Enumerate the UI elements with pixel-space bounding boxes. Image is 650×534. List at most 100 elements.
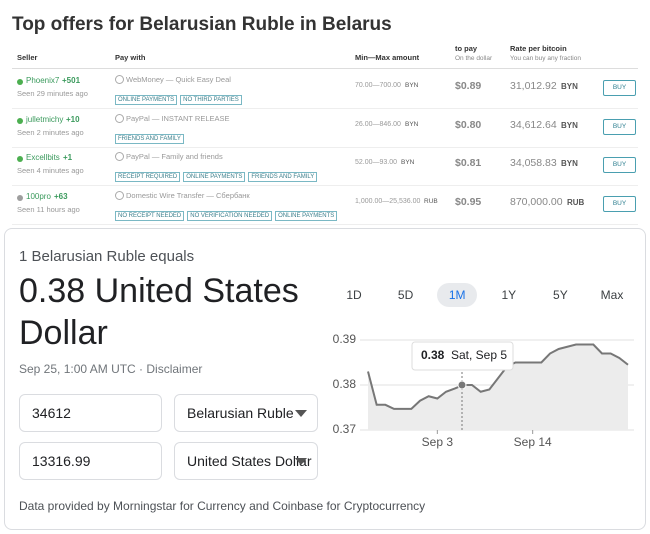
tag: FRIENDS AND FAMILY <box>248 172 318 182</box>
rate-currency: RUB <box>567 197 585 207</box>
payment-method: PayPal — INSTANT RELEASE <box>126 113 230 123</box>
currency-from-select[interactable]: Belarusian Ruble <box>174 394 318 432</box>
tag: NO VERIFICATION NEEDED <box>187 210 273 221</box>
area <box>368 344 628 430</box>
row-line <box>12 185 638 186</box>
header-line <box>12 68 638 69</box>
method-icon <box>115 152 124 161</box>
status-dot <box>17 79 23 85</box>
row-line <box>12 146 638 148</box>
range-button[interactable]: 5D <box>397 288 414 302</box>
tags: RECEIPT REQUIRED ONLINE PAYMENTS FRIENDS A… <box>115 165 320 183</box>
col-to-pay: to pay <box>455 44 478 53</box>
seller-score: +63 <box>54 191 68 201</box>
limits: 1,000.00—25,536.00 <box>355 197 421 205</box>
tags: ONLINE PAYMENTS NO THIRD PARTIES <box>115 88 245 106</box>
method-icon <box>115 113 124 123</box>
seller[interactable]: julletmichy <box>26 114 64 124</box>
y-tick-label: 0.37 <box>333 422 357 436</box>
tag: ONLINE PAYMENTS <box>275 210 338 221</box>
limits: 26.00—846.00 <box>355 120 401 128</box>
tags: NO RECEIPT NEEDED NO VERIFICATION NEEDED O… <box>115 204 340 222</box>
rate: 34,612.64 <box>510 118 557 131</box>
y-tick-label: 0.39 <box>333 332 357 346</box>
rate: 870,000.00 <box>510 195 563 208</box>
range-button[interactable]: 5Y <box>553 288 568 302</box>
limits-currency: BYN <box>401 159 415 166</box>
method-icon <box>115 75 124 84</box>
limits-currency: RUB <box>424 197 438 205</box>
seller-score: +1 <box>63 153 73 162</box>
rate-currency: BYN <box>561 159 578 168</box>
limits: 52.00—93.00 <box>355 159 398 166</box>
row-line <box>12 108 638 109</box>
offers-title: Top offers for Belarusian Ruble in Belar… <box>12 14 392 35</box>
amount-from-input[interactable]: 34612 <box>19 394 162 432</box>
to-pay: $0.89 <box>455 80 482 92</box>
rate-currency: BYN <box>561 120 578 130</box>
tooltip-label: Sat, Sep 5 <box>451 348 507 362</box>
converter-heading: 1 Belarusian Ruble equals <box>19 248 195 265</box>
seller-score: +501 <box>62 76 81 85</box>
rate: 31,012.92 <box>510 80 557 92</box>
footer: Data provided by Morningstar for Currenc… <box>19 499 426 513</box>
range-button[interactable]: 1D <box>346 288 362 302</box>
currency-to-select[interactable]: United States Dollar <box>174 442 318 480</box>
buy-button[interactable]: BUY <box>603 195 636 212</box>
tooltip-value: 0.38 <box>421 348 445 362</box>
to-pay: $0.80 <box>455 118 482 131</box>
seen: Seen 11 hours ago <box>17 204 80 214</box>
tag: ONLINE PAYMENTS <box>183 172 246 182</box>
tag: RECEIPT REQUIRED <box>115 172 181 182</box>
limits-currency: BYN <box>405 120 419 128</box>
x-tick-label: Sep 3 <box>422 435 454 449</box>
col-limits: Min—Max amount <box>355 53 420 62</box>
x-tick-label: Sep 14 <box>514 435 552 449</box>
status-dot <box>17 117 23 124</box>
col-to-pay-sub: On the dollar <box>455 55 493 62</box>
payment-method: Domestic Wire Transfer — Сбербанк <box>126 190 250 200</box>
rate-currency: BYN <box>561 82 578 91</box>
seen: Seen 2 minutes ago <box>17 127 84 137</box>
tag: FRIENDS AND FAMILY <box>115 133 184 144</box>
seen: Seen 29 minutes ago <box>17 89 88 98</box>
tag: ONLINE PAYMENTS <box>115 95 178 105</box>
limits-currency: BYN <box>405 82 419 89</box>
y-tick-label: 0.38 <box>333 377 357 391</box>
tooltip <box>411 341 514 371</box>
seller-score: +10 <box>66 114 80 124</box>
to-pay: $0.95 <box>455 195 482 208</box>
seen: Seen 4 minutes ago <box>17 166 84 175</box>
col-pay-with: Pay with <box>115 53 146 62</box>
status-dot <box>17 156 23 162</box>
timestamp: Sep 25, 1:00 AM UTC · Disclaimer <box>19 362 203 376</box>
amount-to-input[interactable]: 13316.99 <box>19 442 162 480</box>
seller[interactable]: 100pro <box>26 191 51 201</box>
buy-button[interactable]: BUY <box>603 118 636 135</box>
range-button[interactable]: 1M <box>437 283 478 307</box>
buy-button[interactable]: BUY <box>603 157 636 173</box>
seller[interactable]: Excellbits <box>26 153 60 162</box>
tags: FRIENDS AND FAMILY <box>115 127 187 145</box>
to-pay: $0.81 <box>455 157 482 169</box>
row-line <box>12 223 638 225</box>
tag: NO THIRD PARTIES <box>180 95 242 105</box>
range-button[interactable]: 1Y <box>501 288 517 302</box>
converter-card <box>4 228 646 530</box>
line <box>367 343 629 410</box>
rate: 34,058.83 <box>510 157 557 169</box>
range-button[interactable]: Max <box>600 288 624 302</box>
seller[interactable]: Phoenix7 <box>26 76 60 85</box>
method-icon <box>115 190 124 200</box>
tag: NO RECEIPT NEEDED <box>115 210 185 221</box>
col-rate: Rate per bitcoin <box>510 44 567 53</box>
payment-method: PayPal — Family and friends <box>126 152 223 161</box>
col-seller: Seller <box>17 53 38 62</box>
status-dot <box>17 194 23 201</box>
buy-button[interactable]: BUY <box>603 80 636 96</box>
limits: 70.00—700.00 <box>355 82 401 89</box>
cursor-dot <box>457 380 467 390</box>
payment-method: WebMoney — Quick Easy Deal <box>126 75 231 84</box>
